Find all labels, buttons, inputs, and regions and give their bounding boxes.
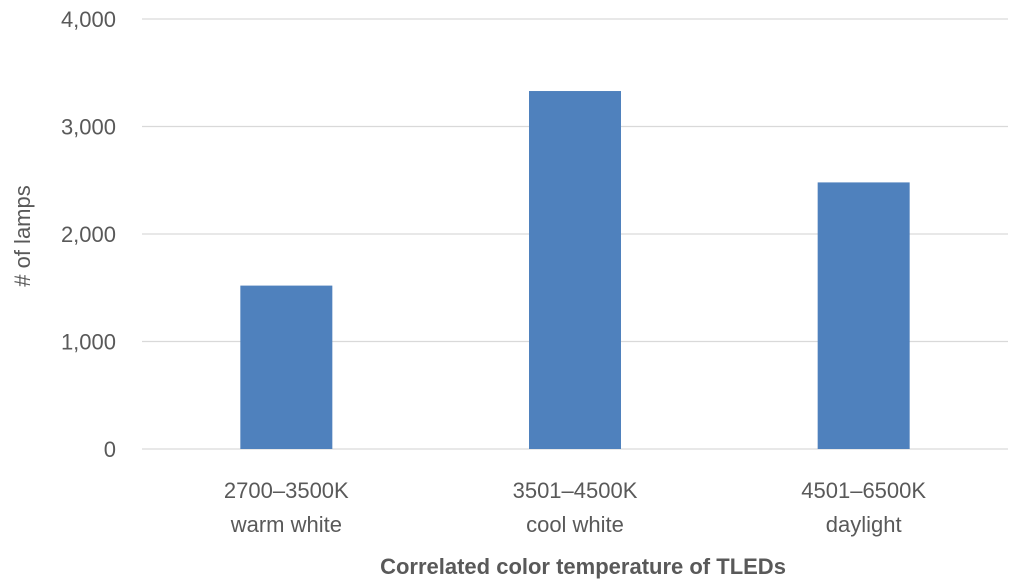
y-tick-label: 2,000 [61,222,116,247]
x-tick-label: 2700–3500K warm white [224,478,349,537]
y-tick-label: 0 [104,437,116,462]
y-axis-ticks: 0 1,000 2,000 3,000 4,000 [61,7,116,462]
x-tick-label-line: cool white [526,512,624,537]
y-tick-label: 3,000 [61,115,116,140]
x-tick-label-line: 2700–3500K [224,478,349,503]
y-tick-label: 1,000 [61,330,116,355]
bars [240,91,910,450]
bar [240,285,333,449]
x-tick-label-line: 3501–4500K [513,478,638,503]
x-axis-ticks: 2700–3500K warm white 3501–4500K cool white… [224,478,926,537]
bar [817,182,910,449]
bar [529,91,621,450]
x-tick-label-line: daylight [826,512,902,537]
x-tick-label-line: 4501–6500K [801,478,926,503]
x-tick-label: 3501–4500K cool white [513,478,638,537]
x-axis-label: Correlated color temperature of TLEDs [380,554,786,579]
x-tick-label: 4501–6500K daylight [801,478,926,537]
y-axis-label: # of lamps [10,185,35,287]
y-tick-label: 4,000 [61,7,116,32]
x-tick-label-line: warm white [230,512,342,537]
